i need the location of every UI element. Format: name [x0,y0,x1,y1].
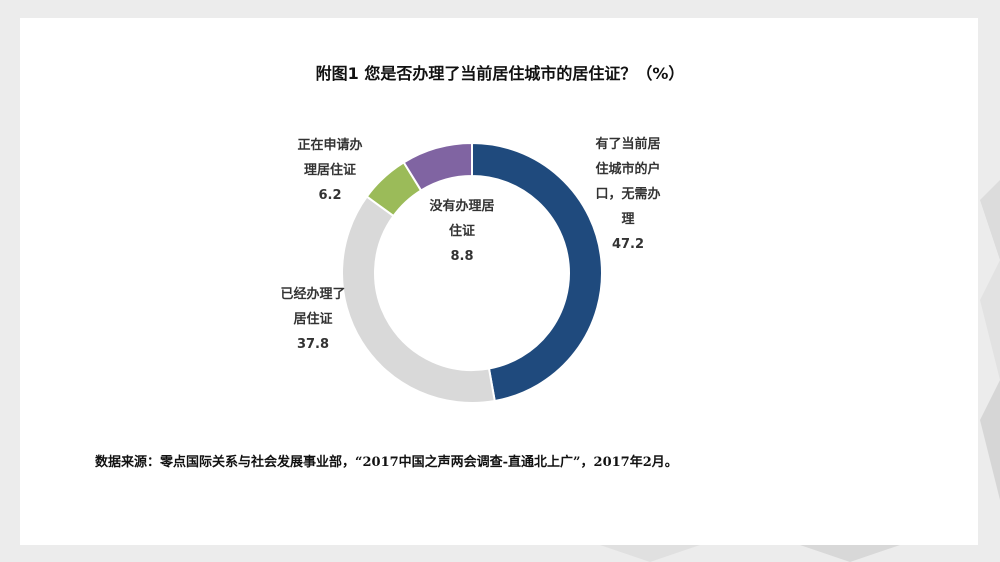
donut-chart [341,141,603,404]
donut-slice-3 [402,141,473,192]
slice-value-0: 47.2 [611,237,645,252]
slice-value-2: 6.2 [318,188,342,203]
chart-area: 有了当前居 住城市的户 口，无需办 理 47.2 已经办理了 居住证 37.8 … [250,110,690,420]
slice-label-0: 有了当前居 住城市的户 口，无需办 理 47.2 [568,132,688,257]
source-note: 数据来源：零点国际关系与社会发展事业部，“2017中国之声两会调查-直通北上广”… [95,455,678,470]
slice-label-2: 正在申请办 理居住证 6.2 [280,133,380,208]
donut-slice-0 [471,141,603,403]
slice-label-3: 没有办理居 住证 8.8 [412,194,512,269]
slice-value-3: 8.8 [450,249,474,264]
slice-label-1: 已经办理了 居住证 37.8 [268,282,358,357]
chart-title: 附图1 您是否办理了当前居住城市的居住证？（%） [315,64,685,83]
slice-value-1: 37.8 [296,337,330,352]
